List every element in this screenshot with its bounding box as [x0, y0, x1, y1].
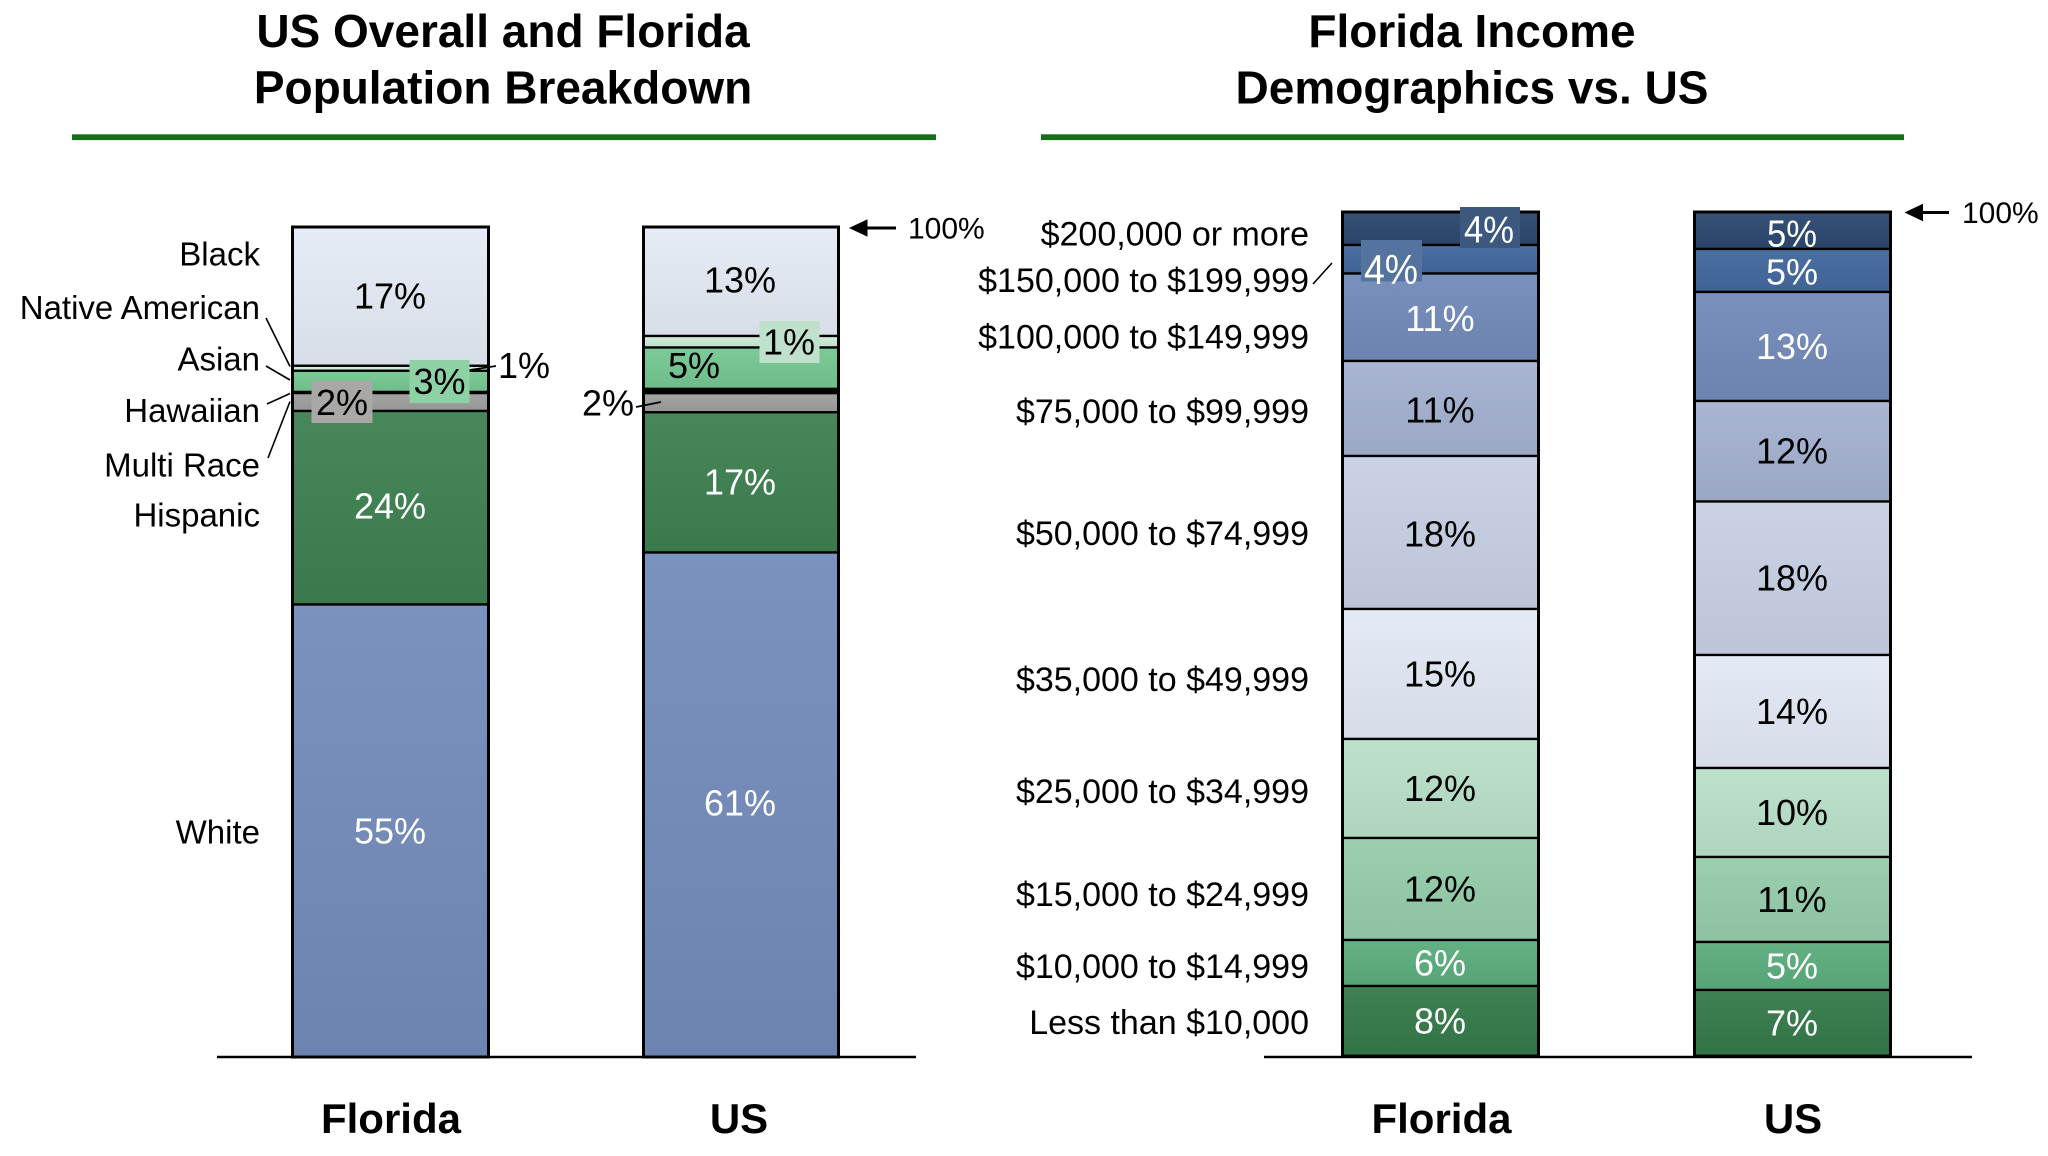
svg-text:$35,000 to $49,999: $35,000 to $49,999	[1016, 661, 1309, 699]
svg-text:Florida Income: Florida Income	[1308, 5, 1635, 57]
svg-text:11%: 11%	[1405, 390, 1474, 431]
svg-text:Multi Race: Multi Race	[104, 447, 260, 484]
svg-text:13%: 13%	[1756, 326, 1828, 367]
svg-text:11%: 11%	[1757, 879, 1826, 920]
svg-text:5%: 5%	[1766, 252, 1818, 293]
svg-text:5%: 5%	[668, 345, 720, 386]
svg-text:Population Breakdown: Population Breakdown	[254, 62, 752, 114]
svg-text:1%: 1%	[763, 322, 815, 363]
svg-text:55%: 55%	[354, 811, 426, 852]
svg-text:$10,000 to $14,999: $10,000 to $14,999	[1016, 948, 1309, 986]
svg-text:11%: 11%	[1405, 298, 1474, 339]
svg-text:Native American: Native American	[20, 289, 260, 326]
svg-text:12%: 12%	[1756, 431, 1828, 472]
svg-text:61%: 61%	[704, 783, 776, 824]
svg-text:5%: 5%	[1767, 213, 1817, 255]
svg-text:24%: 24%	[354, 486, 426, 527]
svg-text:7%: 7%	[1766, 1003, 1818, 1044]
svg-text:12%: 12%	[1404, 869, 1476, 910]
svg-text:17%: 17%	[354, 276, 426, 317]
svg-text:Asian: Asian	[177, 341, 260, 378]
svg-text:US: US	[710, 1095, 768, 1142]
svg-text:Hispanic: Hispanic	[133, 497, 260, 534]
svg-text:US: US	[1764, 1095, 1822, 1142]
svg-text:2%: 2%	[316, 382, 368, 423]
svg-text:18%: 18%	[1756, 558, 1828, 599]
svg-text:Less than $10,000: Less than $10,000	[1029, 1004, 1309, 1042]
svg-text:$100,000 to $149,999: $100,000 to $149,999	[978, 318, 1309, 356]
svg-text:4%: 4%	[1364, 246, 1418, 293]
svg-text:Black: Black	[179, 236, 260, 273]
svg-text:US Overall and Florida: US Overall and Florida	[256, 5, 750, 57]
svg-text:6%: 6%	[1414, 943, 1466, 984]
svg-text:8%: 8%	[1414, 1001, 1466, 1042]
svg-text:$25,000 to $34,999: $25,000 to $34,999	[1016, 773, 1309, 811]
svg-text:100%: 100%	[1962, 197, 2039, 230]
svg-text:Florida: Florida	[1371, 1095, 1512, 1142]
svg-text:18%: 18%	[1404, 514, 1476, 555]
svg-text:$200,000 or more: $200,000 or more	[1041, 215, 1309, 253]
svg-text:White: White	[176, 814, 260, 851]
svg-text:15%: 15%	[1404, 654, 1476, 695]
svg-text:13%: 13%	[704, 260, 776, 301]
svg-text:12%: 12%	[1404, 768, 1476, 809]
svg-text:3%: 3%	[413, 361, 465, 402]
svg-text:14%: 14%	[1756, 691, 1828, 732]
svg-text:Florida: Florida	[321, 1095, 462, 1142]
svg-text:1%: 1%	[498, 345, 550, 386]
svg-text:Demographics vs. US: Demographics vs. US	[1236, 62, 1709, 114]
svg-text:Hawaiian: Hawaiian	[124, 392, 260, 429]
svg-text:$75,000 to $99,999: $75,000 to $99,999	[1016, 393, 1309, 431]
svg-text:100%: 100%	[908, 213, 985, 246]
svg-text:$50,000 to $74,999: $50,000 to $74,999	[1016, 515, 1309, 553]
svg-text:4%: 4%	[1464, 209, 1514, 251]
svg-text:2%: 2%	[582, 383, 634, 424]
svg-text:10%: 10%	[1756, 792, 1828, 833]
svg-text:17%: 17%	[704, 462, 776, 503]
svg-text:$150,000 to $199,999: $150,000 to $199,999	[978, 262, 1309, 300]
svg-text:5%: 5%	[1766, 946, 1818, 987]
svg-text:$15,000 to $24,999: $15,000 to $24,999	[1016, 876, 1309, 914]
